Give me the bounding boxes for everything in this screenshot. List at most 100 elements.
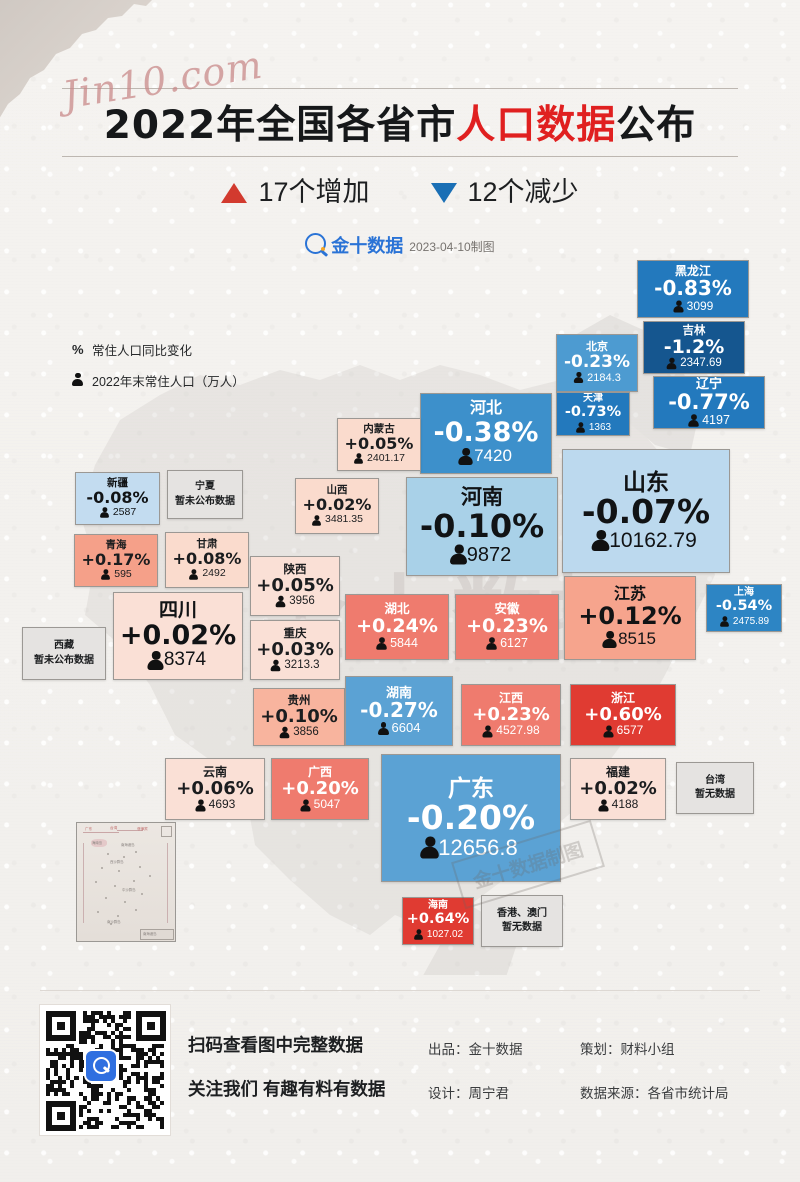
province-nodata-text: 暂未公布数据 xyxy=(34,654,94,666)
province-box: 宁夏 暂未公布数据 xyxy=(167,470,243,519)
province-box: 江西 +0.23% 4527.98 xyxy=(461,684,561,746)
province-change-pct: +0.03% xyxy=(256,638,334,660)
province-name: 西藏 xyxy=(54,640,74,652)
legend-row-pct: % 常住人口同比变化 xyxy=(72,340,245,359)
province-population: 10162.79 xyxy=(591,529,697,553)
province-name: 河南 xyxy=(461,486,503,510)
province-population: 2492 xyxy=(188,567,226,581)
province-box: 青海 +0.17% 595 xyxy=(74,534,158,587)
province-population-value: 3956 xyxy=(289,595,315,608)
jin10-logo-icon xyxy=(305,233,327,254)
province-change-pct: -0.08% xyxy=(86,487,149,507)
province-population-value: 12656.8 xyxy=(438,834,518,860)
province-name: 湖北 xyxy=(384,602,410,617)
province-population-value: 2492 xyxy=(202,567,226,580)
province-change-pct: -0.07% xyxy=(581,491,711,531)
province-change-pct: +0.02% xyxy=(579,777,657,799)
province-population-value: 10162.79 xyxy=(609,529,697,553)
person-icon xyxy=(673,300,684,313)
province-population: 595 xyxy=(100,568,132,581)
province-change-pct: +0.12% xyxy=(578,602,682,631)
title-highlight: 人口数据 xyxy=(456,103,617,148)
province-population-value: 3481.35 xyxy=(325,513,363,526)
province-box: 天津 -0.73% 1363 xyxy=(556,392,630,436)
province-name: 上海 xyxy=(734,587,754,599)
province-population-value: 2587 xyxy=(112,505,137,518)
footer-planner: 策划：财料小组 xyxy=(580,1042,675,1057)
province-population-value: 2184.3 xyxy=(587,371,621,384)
province-population: 6127 xyxy=(486,635,528,651)
province-change-pct: +0.10% xyxy=(260,705,338,727)
province-population-value: 2401.17 xyxy=(367,451,405,464)
province-population: 8515 xyxy=(602,629,656,649)
person-icon xyxy=(99,507,109,518)
province-box: 福建 +0.02% 4188 xyxy=(570,758,666,820)
person-icon xyxy=(603,725,614,738)
province-change-pct: -0.27% xyxy=(360,697,438,722)
province-population-value: 2475.89 xyxy=(732,615,770,627)
province-population-value: 1027.02 xyxy=(426,928,464,940)
footer-source: 数据来源：各省市统计局 xyxy=(580,1086,729,1101)
province-population: 6577 xyxy=(603,723,644,738)
province-population: 9872 xyxy=(449,544,511,566)
person-icon xyxy=(354,453,363,464)
province-box: 湖北 +0.24% 5844 xyxy=(345,594,449,660)
brand-line: 金十数据 2023-04-10制图 xyxy=(0,232,800,258)
province-name: 新疆 xyxy=(107,476,128,489)
province-box: 新疆 -0.08% 2587 xyxy=(75,472,160,525)
province-population: 2184.3 xyxy=(573,371,621,384)
province-nodata-text: 暂无数据 xyxy=(502,922,542,934)
header-rule-top xyxy=(62,88,738,89)
province-box: 内蒙古 +0.05% 2401.17 xyxy=(337,418,421,471)
province-population-value: 6127 xyxy=(500,635,528,650)
province-change-pct: -0.38% xyxy=(433,416,539,448)
person-icon xyxy=(449,544,467,565)
province-change-pct: +0.24% xyxy=(356,615,438,638)
province-name: 青海 xyxy=(105,538,127,551)
province-population: 7420 xyxy=(458,446,512,466)
province-change-pct: +0.02% xyxy=(302,495,372,515)
province-change-pct: -1.2% xyxy=(663,335,725,358)
legend-row-pop: 2022年末常住人口（万人） xyxy=(72,371,245,390)
province-name: 海南 xyxy=(428,900,448,912)
province-box: 广东 -0.20% 12656.8 xyxy=(381,754,561,882)
legend-pop-label: 2022年末常住人口（万人） xyxy=(92,375,245,389)
province-population: 4693 xyxy=(195,798,235,811)
province-box: 香港、澳门 暂无数据 xyxy=(481,895,563,947)
province-name: 湖南 xyxy=(385,685,412,701)
person-icon xyxy=(420,836,440,859)
qr-finder-pattern xyxy=(46,1100,76,1131)
province-name: 广东 xyxy=(448,775,494,802)
person-icon xyxy=(275,596,286,608)
province-box: 浙江 +0.60% 6577 xyxy=(570,684,676,746)
province-change-pct: +0.05% xyxy=(344,433,414,453)
province-box: 北京 -0.23% 2184.3 xyxy=(556,334,638,392)
triangle-down-icon xyxy=(430,183,457,203)
person-icon xyxy=(279,727,290,739)
title-part1: 2022年全国各省市 xyxy=(103,103,457,148)
province-name: 台湾 xyxy=(705,774,725,786)
province-name: 北京 xyxy=(586,340,608,353)
province-name: 甘肃 xyxy=(196,538,218,551)
person-icon xyxy=(598,799,609,812)
province-nodata-text: 暂未公布数据 xyxy=(175,495,235,507)
province-population-value: 3213.3 xyxy=(284,659,320,672)
province-change-pct: -0.20% xyxy=(406,798,536,838)
province-change-pct: -0.73% xyxy=(564,403,622,420)
province-population-value: 6577 xyxy=(616,723,644,738)
qr-finder-pattern xyxy=(135,1011,166,1041)
province-name: 辽宁 xyxy=(695,376,722,392)
province-box: 贵州 +0.10% 3856 xyxy=(253,688,345,746)
province-population-value: 8374 xyxy=(163,649,207,671)
person-icon xyxy=(486,637,497,651)
province-population-value: 1363 xyxy=(588,421,612,433)
province-box: 山东 -0.07% 10162.79 xyxy=(562,449,730,573)
province-population: 4188 xyxy=(598,798,638,812)
qr-code[interactable] xyxy=(40,1005,170,1135)
summary-counts: 17个增加 12个减少 xyxy=(0,170,800,209)
province-population-value: 5844 xyxy=(390,635,418,650)
person-icon xyxy=(101,569,111,580)
province-change-pct: -0.54% xyxy=(715,597,773,614)
title-part2: 公布 xyxy=(616,103,697,148)
